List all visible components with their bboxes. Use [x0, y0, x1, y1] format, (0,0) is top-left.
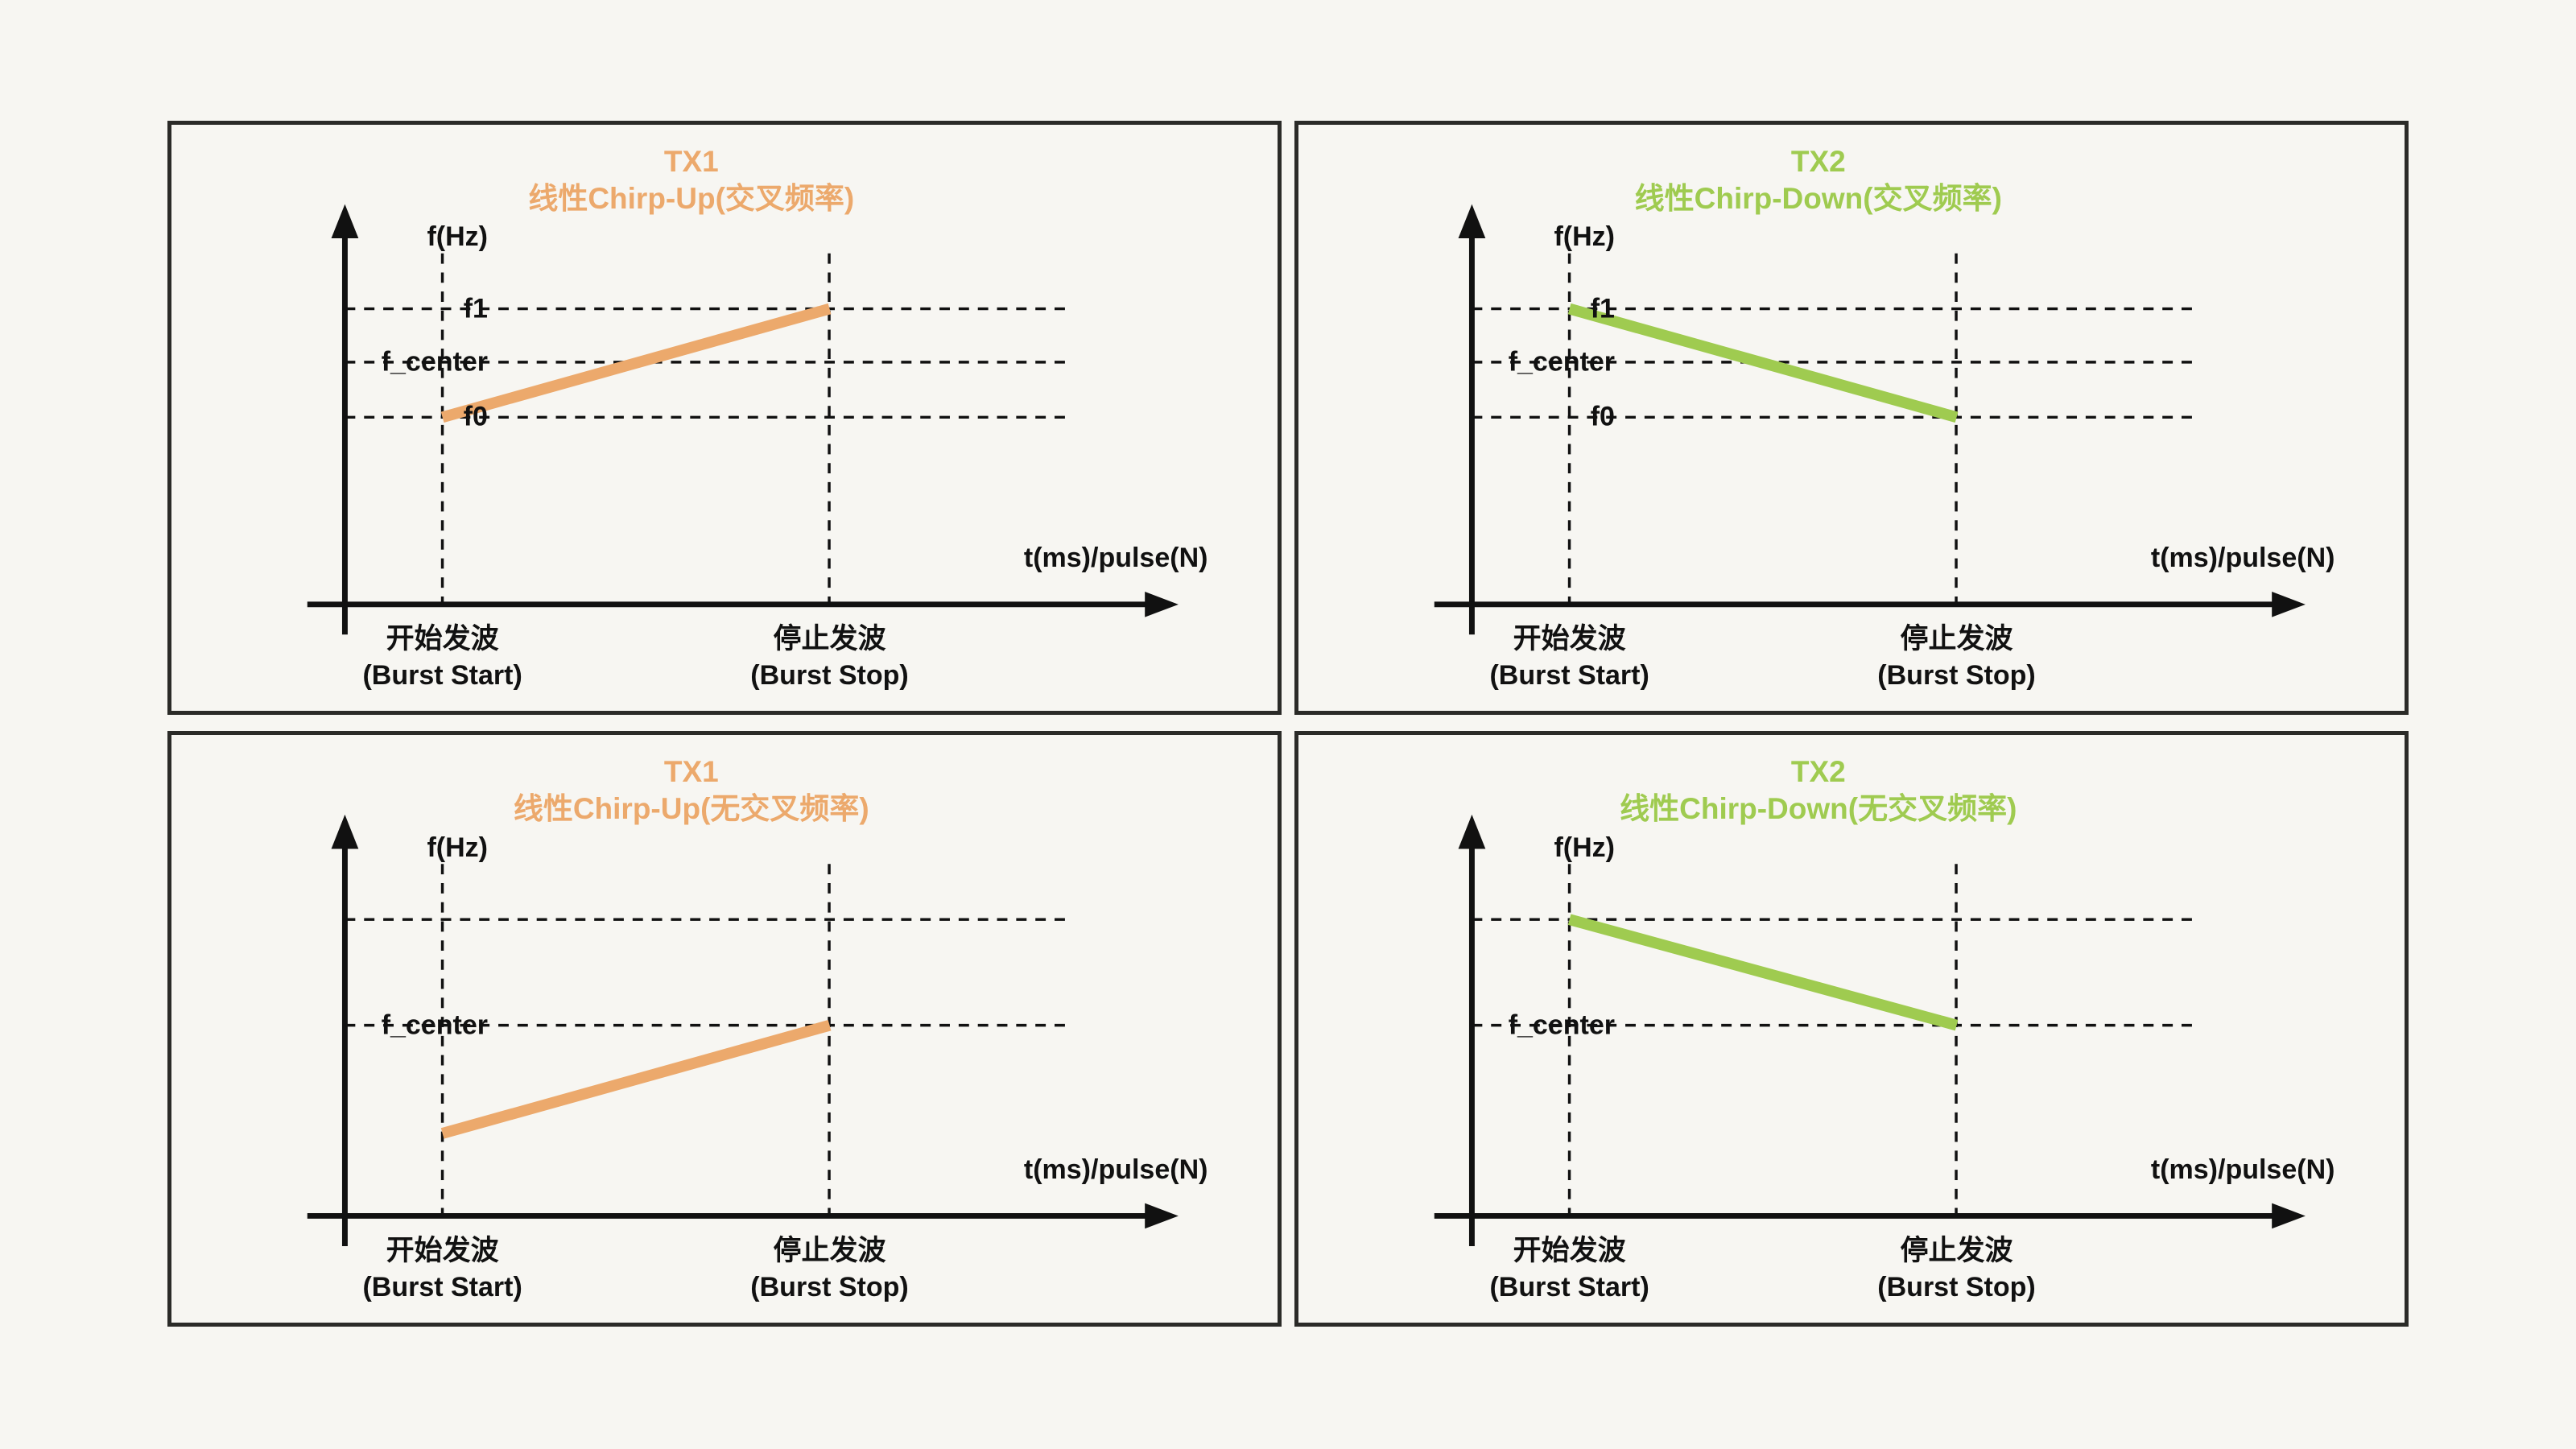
panel-title-desc: 线性Chirp-Down(交叉频率)	[1634, 182, 2002, 216]
panel-title-desc: 线性Chirp-Down(无交叉频率)	[1620, 792, 2017, 826]
chirp-line	[1567, 914, 1959, 1031]
freq-label: f1	[463, 293, 488, 324]
burst-stop-cn: 停止发波	[1900, 1234, 2013, 1266]
panel-title-tx: TX2	[1790, 145, 1846, 179]
burst-stop-en: (Burst Stop)	[1877, 660, 2036, 691]
panel-title-tx: TX1	[663, 145, 719, 179]
x-axis-arrowhead	[2272, 592, 2306, 617]
burst-start-tick-label: 开始发波 (Burst Start)	[1489, 1232, 1649, 1306]
panel-tx1-chirp-up-no-cross: TX1 线性Chirp-Up(无交叉频率) f(Hz) t(ms)/pulse(…	[167, 731, 1282, 1327]
chirp-line	[440, 303, 832, 423]
plot-canvas	[1434, 814, 2306, 1247]
panel-title-tx: TX1	[663, 755, 719, 789]
x-axis-label: t(ms)/pulse(N)	[2150, 543, 2335, 574]
panel-title-tx: TX2	[1790, 755, 1846, 789]
y-axis-arrowhead	[1458, 814, 1486, 849]
burst-start-en: (Burst Start)	[362, 660, 522, 691]
burst-stop-tick-label: 停止发波 (Burst Stop)	[1877, 621, 2035, 694]
x-axis-arrowhead	[1145, 592, 1179, 617]
panel-title: TX1 线性Chirp-Up(交叉频率)	[171, 143, 1212, 217]
panel-tx2-chirp-down-cross: TX2 线性Chirp-Down(交叉频率) f(Hz) t(ms)/pulse…	[1294, 121, 2409, 715]
burst-stop-en: (Burst Stop)	[1877, 1271, 2036, 1302]
y-axis-label: f(Hz)	[1554, 221, 1615, 253]
burst-start-en: (Burst Start)	[1489, 660, 1649, 691]
burst-start-cn: 开始发波	[386, 622, 499, 654]
freq-label: f_center	[381, 346, 488, 378]
burst-start-cn: 开始发波	[1513, 622, 1626, 654]
burst-stop-en: (Burst Stop)	[750, 1271, 909, 1302]
panel-title-desc: 线性Chirp-Up(无交叉频率)	[513, 792, 869, 826]
freq-label: f1	[1590, 293, 1615, 324]
burst-stop-tick-label: 停止发波 (Burst Stop)	[1877, 1232, 2035, 1306]
y-axis-label: f(Hz)	[1554, 832, 1615, 863]
x-axis-arrowhead	[1145, 1203, 1179, 1229]
panel-title: TX2 线性Chirp-Down(无交叉频率)	[1298, 753, 2339, 828]
panel-title: TX2 线性Chirp-Down(交叉频率)	[1298, 143, 2339, 217]
burst-stop-en: (Burst Stop)	[750, 660, 909, 691]
burst-stop-tick-label: 停止发波 (Burst Stop)	[750, 621, 908, 694]
burst-start-tick-label: 开始发波 (Burst Start)	[1489, 621, 1649, 694]
x-axis-label: t(ms)/pulse(N)	[2150, 1154, 2335, 1185]
x-axis-label: t(ms)/pulse(N)	[1023, 543, 1208, 574]
burst-start-en: (Burst Start)	[362, 1271, 522, 1302]
chirp-line	[440, 1019, 832, 1139]
y-axis-label: f(Hz)	[427, 221, 488, 253]
burst-start-cn: 开始发波	[1513, 1234, 1626, 1266]
panel-tx1-chirp-up-cross: TX1 线性Chirp-Up(交叉频率) f(Hz) t(ms)/pulse(N…	[167, 121, 1282, 715]
burst-start-tick-label: 开始发波 (Burst Start)	[362, 621, 522, 694]
y-axis-arrowhead	[1458, 204, 1486, 239]
y-axis-arrowhead	[331, 204, 359, 239]
panel-title: TX1 线性Chirp-Up(无交叉频率)	[171, 753, 1212, 828]
burst-start-cn: 开始发波	[386, 1234, 499, 1266]
y-axis-arrowhead	[331, 814, 359, 849]
burst-start-en: (Burst Start)	[1489, 1271, 1649, 1302]
x-axis-label: t(ms)/pulse(N)	[1023, 1154, 1208, 1185]
burst-stop-tick-label: 停止发波 (Burst Stop)	[750, 1232, 908, 1306]
panel-title-desc: 线性Chirp-Up(交叉频率)	[528, 182, 855, 216]
x-axis-arrowhead	[2272, 1203, 2306, 1229]
plot-canvas	[307, 204, 1179, 635]
freq-label: f_center	[1508, 1009, 1615, 1041]
burst-stop-cn: 停止发波	[773, 622, 886, 654]
y-axis-label: f(Hz)	[427, 832, 488, 863]
freq-label: f0	[463, 401, 488, 432]
plot-canvas	[1434, 204, 2306, 635]
burst-stop-cn: 停止发波	[1900, 622, 2013, 654]
freq-label: f_center	[381, 1009, 488, 1041]
burst-stop-cn: 停止发波	[773, 1234, 886, 1266]
freq-label: f_center	[1508, 346, 1615, 378]
chirp-line	[1567, 303, 1959, 423]
panel-tx2-chirp-down-no-cross: TX2 线性Chirp-Down(无交叉频率) f(Hz) t(ms)/puls…	[1294, 731, 2409, 1327]
burst-start-tick-label: 开始发波 (Burst Start)	[362, 1232, 522, 1306]
plot-canvas	[307, 814, 1179, 1247]
freq-label: f0	[1590, 401, 1615, 432]
